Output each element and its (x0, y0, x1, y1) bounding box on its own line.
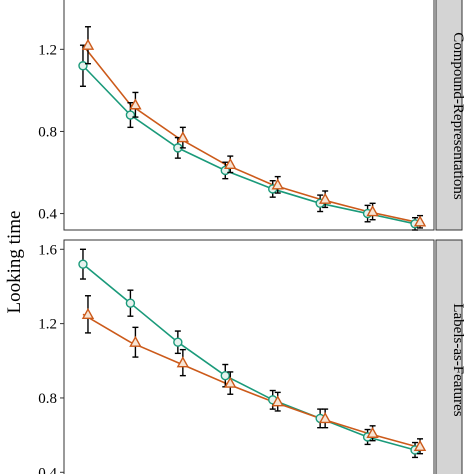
data-point-triangle (366, 205, 379, 217)
panel-frame (63, 239, 435, 474)
y-tick-label: 1.6 (38, 242, 57, 258)
data-point-triangle (81, 307, 95, 320)
data-point-triangle (176, 131, 190, 143)
series-line-circle (82, 65, 416, 225)
data-point-triangle (81, 38, 95, 50)
data-point-circle (173, 337, 183, 347)
data-point-triangle (318, 411, 332, 424)
data-point-triangle (129, 335, 142, 347)
data-point-triangle (413, 439, 427, 451)
strip-label: Labels-as-Features (450, 303, 466, 416)
data-point-triangle (176, 356, 190, 368)
y-tick-label: 0.8 (38, 124, 57, 140)
series-line-triangle (82, 44, 416, 223)
series-line-circle (82, 263, 416, 451)
data-point-triangle (318, 192, 332, 204)
data-point-circle (125, 298, 136, 308)
y-axis-title: Looking time (4, 211, 25, 314)
y-tick-label: 0.8 (38, 391, 57, 407)
strip-background (435, 0, 463, 231)
y-tick-label: 0.4 (38, 465, 57, 474)
strip-background (435, 239, 463, 474)
panel-1: Compound-Representations 0.4 0.8 1.2 (38, 0, 466, 231)
y-tick-label: 1.2 (38, 42, 57, 58)
data-point-triangle (366, 426, 379, 438)
strip-label: Compound-Representations (450, 32, 466, 200)
data-point-circle (125, 110, 136, 120)
data-point-triangle (129, 98, 142, 110)
panel-frame (63, 0, 435, 231)
data-point-triangle (224, 157, 237, 170)
data-point-triangle (271, 395, 284, 407)
y-tick-label: 1.2 (38, 317, 57, 333)
data-point-triangle (413, 215, 427, 227)
panel-2: Labels-as-Features 0.4 0.8 1.2 1.6 (38, 239, 466, 474)
data-point-circle (78, 259, 88, 269)
panels-group: Compound-Representations0.40.81.2Labels-… (38, 0, 466, 474)
data-point-circle (78, 61, 88, 71)
data-point-triangle (271, 178, 284, 190)
data-point-triangle (224, 376, 237, 388)
data-point-circle (220, 370, 230, 381)
y-tick-label: 0.4 (38, 207, 57, 223)
